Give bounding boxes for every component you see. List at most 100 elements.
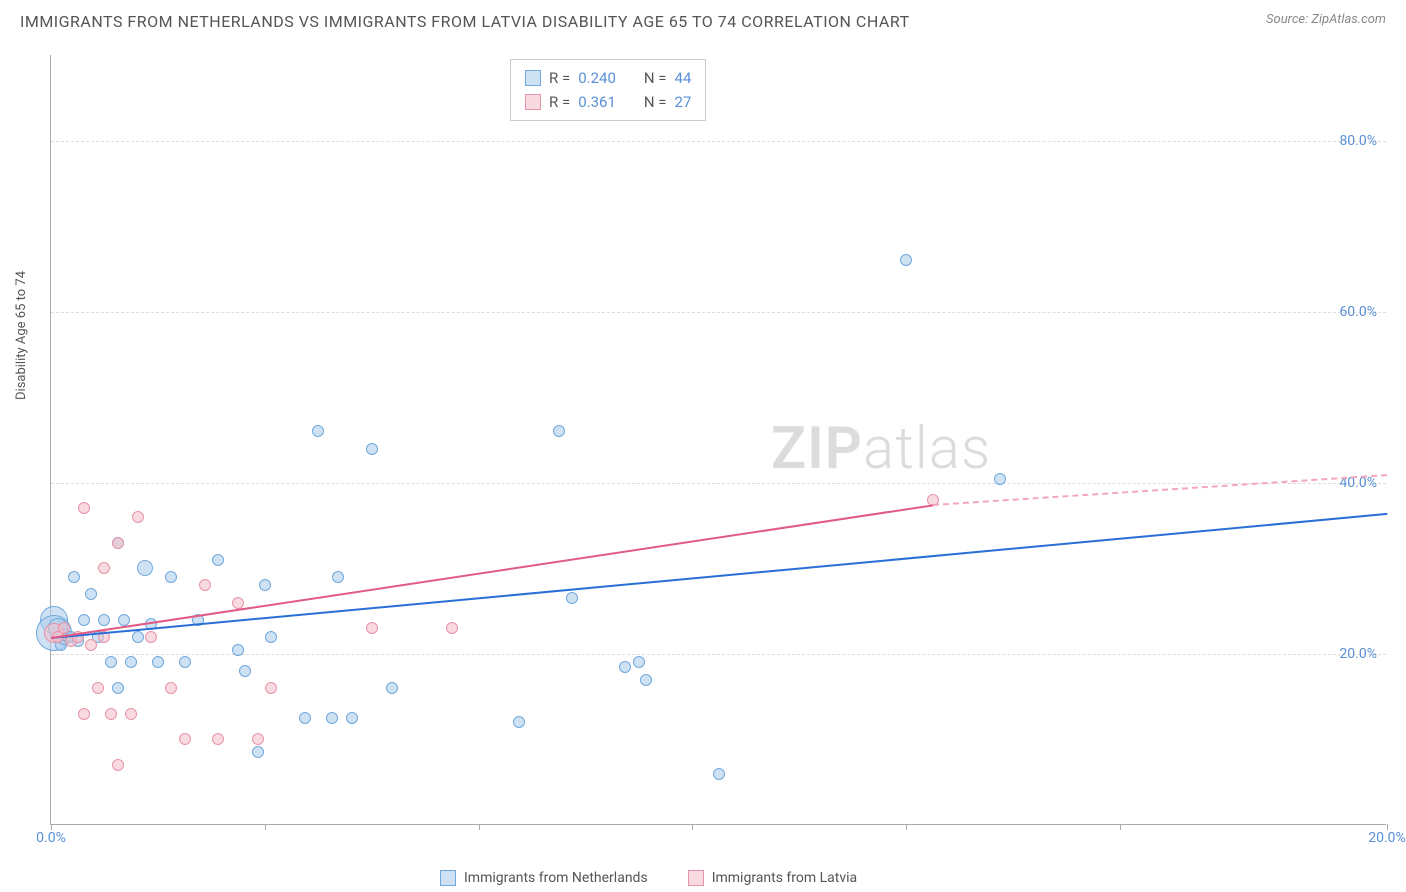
data-point bbox=[265, 631, 277, 643]
legend-series-label: Immigrants from Netherlands bbox=[464, 870, 648, 886]
data-point bbox=[98, 614, 110, 626]
watermark-bold: ZIP bbox=[771, 415, 863, 483]
data-point bbox=[619, 661, 631, 673]
y-axis-label: Disability Age 65 to 74 bbox=[14, 271, 29, 400]
data-point bbox=[112, 759, 124, 771]
legend-swatch-icon bbox=[525, 94, 541, 110]
data-point bbox=[112, 682, 124, 694]
data-point bbox=[98, 562, 110, 574]
x-tick-label: 20.0% bbox=[1368, 830, 1406, 846]
data-point bbox=[165, 571, 177, 583]
data-point bbox=[92, 682, 104, 694]
data-point bbox=[232, 597, 244, 609]
data-point bbox=[633, 656, 645, 668]
trend-line bbox=[51, 504, 933, 639]
legend-n-label: N = bbox=[644, 66, 667, 90]
data-point bbox=[553, 425, 565, 437]
grid-line bbox=[51, 312, 1386, 313]
trend-line bbox=[51, 513, 1387, 639]
watermark-light: atlas bbox=[863, 415, 991, 483]
data-point bbox=[165, 682, 177, 694]
data-point bbox=[900, 254, 912, 266]
legend-swatch-icon bbox=[688, 870, 704, 886]
chart-title: IMMIGRANTS FROM NETHERLANDS VS IMMIGRANT… bbox=[20, 12, 910, 31]
legend-series: Immigrants from Netherlands Immigrants fr… bbox=[440, 870, 857, 886]
legend-row: R = 0.240 N = 44 bbox=[525, 66, 691, 90]
x-tick-label: 0.0% bbox=[36, 830, 66, 846]
chart-container: ZIPatlas 20.0%40.0%60.0%80.0%0.0%20.0% R… bbox=[50, 55, 1386, 825]
data-point bbox=[265, 682, 277, 694]
data-point bbox=[332, 571, 344, 583]
data-point bbox=[132, 511, 144, 523]
data-point bbox=[326, 712, 338, 724]
y-tick-label: 80.0% bbox=[1317, 133, 1377, 149]
y-tick-label: 20.0% bbox=[1317, 646, 1377, 662]
legend-n-value: 44 bbox=[675, 66, 692, 90]
x-tick bbox=[479, 824, 480, 830]
legend-series-label: Immigrants from Latvia bbox=[712, 870, 857, 886]
legend-r-label: R = bbox=[549, 66, 570, 90]
data-point bbox=[132, 631, 144, 643]
grid-line bbox=[51, 654, 1386, 655]
data-point bbox=[112, 537, 124, 549]
data-point bbox=[145, 631, 157, 643]
data-point bbox=[125, 708, 137, 720]
data-point bbox=[239, 665, 251, 677]
data-point bbox=[386, 682, 398, 694]
data-point bbox=[566, 592, 578, 604]
x-tick bbox=[265, 824, 266, 830]
legend-series-item: Immigrants from Netherlands bbox=[440, 870, 648, 886]
data-point bbox=[259, 579, 271, 591]
data-point bbox=[78, 502, 90, 514]
legend-swatch-icon bbox=[525, 70, 541, 86]
legend-swatch-icon bbox=[440, 870, 456, 886]
data-point bbox=[78, 708, 90, 720]
x-tick bbox=[1120, 824, 1121, 830]
legend-r-value: 0.240 bbox=[578, 66, 616, 90]
data-point bbox=[125, 656, 137, 668]
data-point bbox=[252, 746, 264, 758]
y-tick-label: 60.0% bbox=[1317, 304, 1377, 320]
data-point bbox=[105, 656, 117, 668]
data-point bbox=[640, 674, 652, 686]
data-point bbox=[152, 656, 164, 668]
legend-r-value: 0.361 bbox=[578, 90, 616, 114]
data-point bbox=[252, 733, 264, 745]
data-point bbox=[232, 644, 244, 656]
legend-correlation: R = 0.240 N = 44 R = 0.361 N = 27 bbox=[510, 59, 706, 121]
source-label: Source: ZipAtlas.com bbox=[1266, 12, 1386, 27]
x-tick bbox=[692, 824, 693, 830]
data-point bbox=[513, 716, 525, 728]
data-point bbox=[199, 579, 211, 591]
data-point bbox=[212, 733, 224, 745]
watermark: ZIPatlas bbox=[771, 415, 991, 483]
plot-area: ZIPatlas 20.0%40.0%60.0%80.0%0.0%20.0% bbox=[50, 55, 1386, 825]
legend-series-item: Immigrants from Latvia bbox=[688, 870, 857, 886]
data-point bbox=[137, 560, 153, 576]
data-point bbox=[179, 733, 191, 745]
data-point bbox=[68, 571, 80, 583]
grid-line bbox=[51, 483, 1386, 484]
data-point bbox=[366, 622, 378, 634]
legend-n-label: N = bbox=[644, 90, 667, 114]
data-point bbox=[713, 768, 725, 780]
data-point bbox=[212, 554, 224, 566]
data-point bbox=[994, 473, 1006, 485]
data-point bbox=[78, 614, 90, 626]
data-point bbox=[179, 656, 191, 668]
legend-row: R = 0.361 N = 27 bbox=[525, 90, 691, 114]
data-point bbox=[299, 712, 311, 724]
legend-r-label: R = bbox=[549, 90, 570, 114]
data-point bbox=[446, 622, 458, 634]
data-point bbox=[366, 443, 378, 455]
data-point bbox=[346, 712, 358, 724]
data-point bbox=[312, 425, 324, 437]
data-point bbox=[118, 614, 130, 626]
legend-n-value: 27 bbox=[675, 90, 692, 114]
grid-line bbox=[51, 141, 1386, 142]
x-tick bbox=[906, 824, 907, 830]
data-point bbox=[105, 708, 117, 720]
data-point bbox=[58, 622, 70, 634]
data-point bbox=[85, 588, 97, 600]
data-point bbox=[85, 639, 97, 651]
